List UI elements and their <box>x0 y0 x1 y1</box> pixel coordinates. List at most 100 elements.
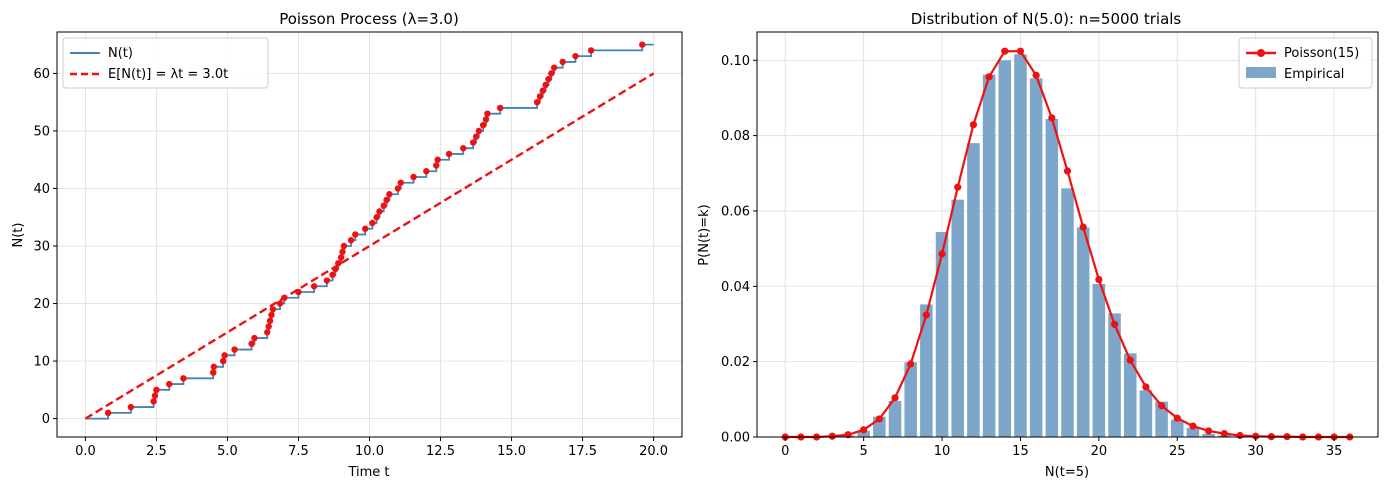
poisson-pmf-point <box>1173 414 1181 422</box>
empirical-bar <box>904 362 917 437</box>
event-point <box>484 110 491 117</box>
poisson-pmf-point <box>907 360 915 368</box>
empirical-bar <box>1171 419 1184 437</box>
left-y-ticks: 0 10 20 30 40 50 60 <box>33 67 57 427</box>
event-point <box>310 283 318 290</box>
poisson-pmf-point <box>828 432 836 440</box>
event-point <box>347 237 355 244</box>
left-y-label: N(t) <box>11 223 26 248</box>
event-point <box>269 306 277 313</box>
event-point <box>151 392 159 399</box>
left-grid <box>57 32 682 437</box>
poisson-pmf-point <box>1110 320 1119 328</box>
right-x-ticks: 0 5 10 15 20 25 30 35 <box>781 437 1342 459</box>
empirical-bar <box>967 143 980 438</box>
left-plot-area <box>84 41 655 420</box>
right-x-tick-label: 0 <box>781 444 789 459</box>
event-point <box>386 191 393 198</box>
left-x-tick-label: 7.5 <box>288 444 309 459</box>
left-x-tick-label: 10.0 <box>355 444 384 459</box>
left-x-tick-label: 2.5 <box>146 444 167 459</box>
right-y-label: P(N(t)=k) <box>697 204 712 265</box>
right-y-tick-label: 0.00 <box>721 431 750 446</box>
poisson-pmf-point <box>1205 427 1213 435</box>
right-y-ticks: 0.00 0.02 0.04 0.06 0.08 0.10 <box>721 54 757 446</box>
right-axes-frame <box>756 31 1379 438</box>
empirical-bar <box>1108 313 1121 437</box>
left-x-tick-label: 20.0 <box>639 444 668 459</box>
poisson-pmf-point <box>1079 223 1087 231</box>
poisson-pmf-point <box>1001 47 1009 55</box>
poisson-pmf-point <box>875 415 883 423</box>
left-y-tick-label: 10 <box>33 355 50 370</box>
right-y-tick-label: 0.02 <box>721 355 750 370</box>
poisson-pmf-point <box>1236 431 1244 440</box>
right-y-tick-label: 0.10 <box>721 54 750 69</box>
poisson-pmf-point <box>1126 356 1134 364</box>
empirical-bar <box>1139 390 1153 437</box>
event-point <box>153 386 160 394</box>
empirical-bar <box>1186 427 1200 437</box>
event-point <box>166 380 173 388</box>
event-point <box>339 248 346 255</box>
empirical-bar <box>1029 78 1043 437</box>
event-point <box>335 260 342 267</box>
left-y-tick-label: 60 <box>33 67 50 82</box>
empirical-bar <box>982 74 996 438</box>
event-point <box>340 242 348 250</box>
right-y-tick-label: 0.08 <box>721 129 750 144</box>
legend-expected-label: E[N(t)] = λt = 3.0t <box>108 67 228 82</box>
event-point <box>383 196 390 204</box>
empirical-bar <box>1076 227 1090 437</box>
right-y-tick-label: 0.06 <box>721 204 750 219</box>
event-point <box>337 254 345 261</box>
legend-step-label: N(t) <box>108 46 133 61</box>
event-point <box>276 300 284 307</box>
legend-empirical-swatch <box>1246 67 1276 78</box>
distribution-chart: Distribution of N(5.0): n=5000 trials 0 5… <box>697 10 1379 480</box>
event-point <box>323 277 331 284</box>
event-point <box>373 214 380 221</box>
left-y-tick-label: 20 <box>33 297 50 312</box>
right-x-label: N(t=5) <box>1045 465 1089 480</box>
event-point <box>548 70 555 77</box>
poisson-pmf-point <box>1157 402 1166 410</box>
event-point <box>380 202 387 209</box>
event-point <box>281 294 288 301</box>
event-point <box>264 329 271 336</box>
event-point <box>332 265 339 273</box>
event-point <box>496 104 504 112</box>
empirical-bar <box>998 60 1012 438</box>
left-y-tick-label: 40 <box>33 182 50 197</box>
event-point <box>180 375 187 382</box>
poisson-pmf-point <box>922 311 930 319</box>
event-point <box>423 168 430 175</box>
event-point <box>433 162 440 169</box>
empirical-bar <box>920 304 933 437</box>
right-y-tick-label: 0.04 <box>721 280 750 295</box>
poisson-pmf-point <box>1189 422 1197 430</box>
right-plot-area <box>781 47 1354 441</box>
right-x-tick-label: 5 <box>859 444 867 459</box>
event-point <box>539 87 546 94</box>
empirical-bar <box>1045 119 1059 438</box>
event-point <box>469 139 477 146</box>
event-point <box>479 121 487 129</box>
event-point <box>295 288 302 296</box>
empirical-bar <box>935 232 949 437</box>
left-chart-title: Poisson Process (λ=3.0) <box>279 10 459 28</box>
event-point <box>545 75 552 83</box>
right-x-tick-label: 20 <box>1091 444 1108 459</box>
poisson-pmf-point <box>985 73 993 81</box>
event-point <box>572 52 579 60</box>
event-point <box>352 231 359 238</box>
right-x-tick-label: 30 <box>1247 444 1264 459</box>
event-point <box>472 133 480 140</box>
left-legend: N(t) E[N(t)] = λt = 3.0t <box>62 37 269 89</box>
event-point <box>542 81 549 89</box>
empirical-bar <box>857 430 870 437</box>
right-x-tick-label: 25 <box>1169 444 1186 459</box>
left-x-tick-label: 0.0 <box>75 444 96 459</box>
left-x-tick-label: 17.5 <box>568 444 597 459</box>
poisson-pmf-point <box>969 121 978 129</box>
